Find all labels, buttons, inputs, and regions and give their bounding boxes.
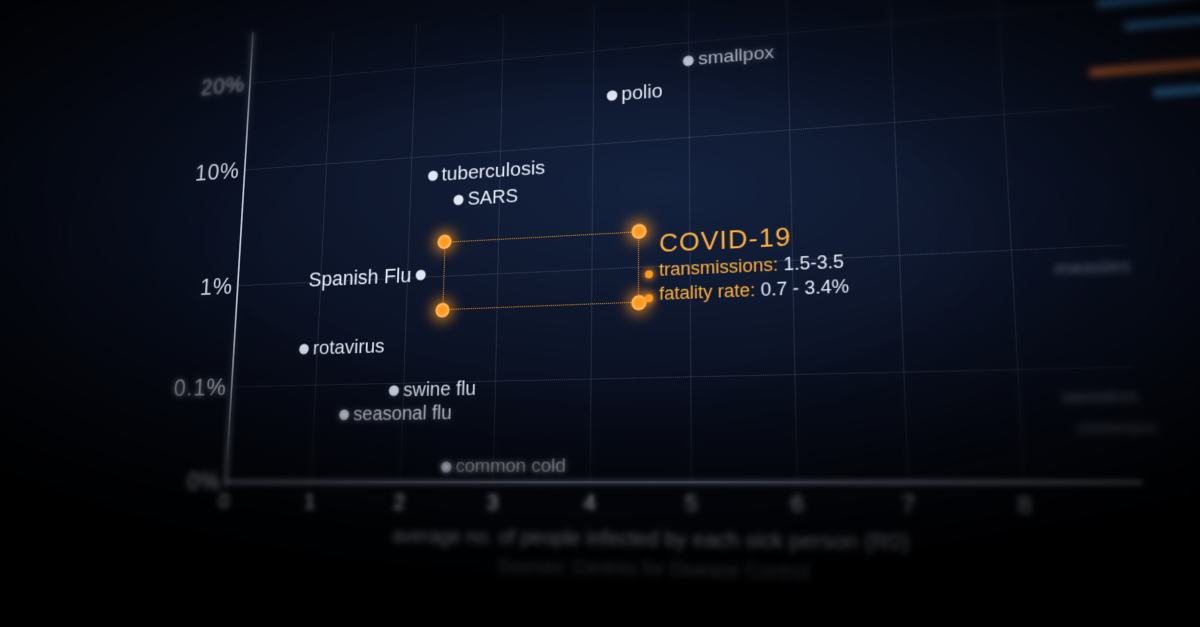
far-data-label: chickenpox <box>1076 419 1158 437</box>
gridline-v <box>688 0 692 481</box>
chart-panel: common cold seasonal fluswine flu rotaviru… <box>103 0 1148 564</box>
data-point <box>415 270 425 281</box>
data-point-label: polio <box>621 80 662 105</box>
gridline-v <box>311 32 333 481</box>
gridline-v <box>889 0 909 481</box>
data-point <box>389 385 399 396</box>
covid-subline: fatality rate: 0.7 - 3.4% <box>659 276 849 305</box>
data-point <box>427 170 437 181</box>
plot-area: common cold seasonal fluswine flu rotaviru… <box>225 0 1142 481</box>
x-tick-label: 1 <box>304 489 316 515</box>
x-tick-label: 2 <box>393 489 405 515</box>
side-bar <box>1153 78 1200 98</box>
covid-subline: transmissions: 1.5-3.5 <box>659 251 844 281</box>
y-tick-label: 1% <box>199 272 233 301</box>
covid-range-box <box>442 231 639 310</box>
data-point-label: rotavirus <box>312 335 385 360</box>
gridline-v <box>225 41 252 482</box>
x-tick-label: 3 <box>486 489 498 516</box>
y-tick-label: 20% <box>200 70 246 100</box>
covid-title: COVID-19 <box>659 221 792 259</box>
gridline-h <box>244 106 1116 171</box>
x-tick-label: 5 <box>684 490 697 518</box>
data-point-label: swine flu <box>403 378 476 402</box>
covid-corner-dot <box>435 303 449 318</box>
data-point-label: smallpox <box>698 43 774 71</box>
covid-sub-bullet <box>645 294 653 302</box>
y-tick-label: 0% <box>186 466 221 496</box>
data-point-label: SARS <box>467 185 518 210</box>
data-point-label: Spanish Flu <box>308 263 412 292</box>
gridline-v <box>590 5 595 481</box>
covid-sub-bullet <box>645 270 653 278</box>
data-point <box>683 55 694 66</box>
far-data-label: measles <box>1054 255 1132 280</box>
data-point <box>339 409 349 420</box>
y-tick-label: 10% <box>194 156 240 186</box>
disease-scatter-chart: common cold seasonal fluswine flu rotaviru… <box>103 0 1148 564</box>
x-tick-label: 8 <box>1016 490 1032 520</box>
x-tick-label: 7 <box>901 490 916 519</box>
data-point-label: seasonal flu <box>353 402 452 426</box>
source-text: Sources: Centres for Disease Control <box>497 556 1150 592</box>
data-point-label: common cold <box>455 455 565 478</box>
y-tick-label: 0.1% <box>173 372 228 402</box>
data-point <box>606 90 617 101</box>
gridline-v <box>786 0 798 481</box>
data-point <box>299 344 309 355</box>
covid-corner-dot <box>632 224 647 239</box>
data-point <box>453 195 463 206</box>
side-bar <box>1124 8 1200 31</box>
x-tick-label: 4 <box>583 490 596 517</box>
gridline-h <box>249 3 1108 84</box>
x-tick-label: 6 <box>790 490 804 519</box>
gridline-v <box>995 0 1024 481</box>
covid-corner-dot <box>631 295 646 311</box>
gridline-h <box>231 366 1134 387</box>
far-data-label: norovirus <box>1062 387 1139 407</box>
chart-scene: common cold seasonal fluswine flu rotaviru… <box>0 0 1200 627</box>
side-bar <box>1089 52 1200 77</box>
data-point-label: tuberculosis <box>441 157 545 186</box>
x-tick-label: 0 <box>218 489 230 514</box>
side-bar <box>1096 0 1200 9</box>
data-point <box>441 462 452 473</box>
